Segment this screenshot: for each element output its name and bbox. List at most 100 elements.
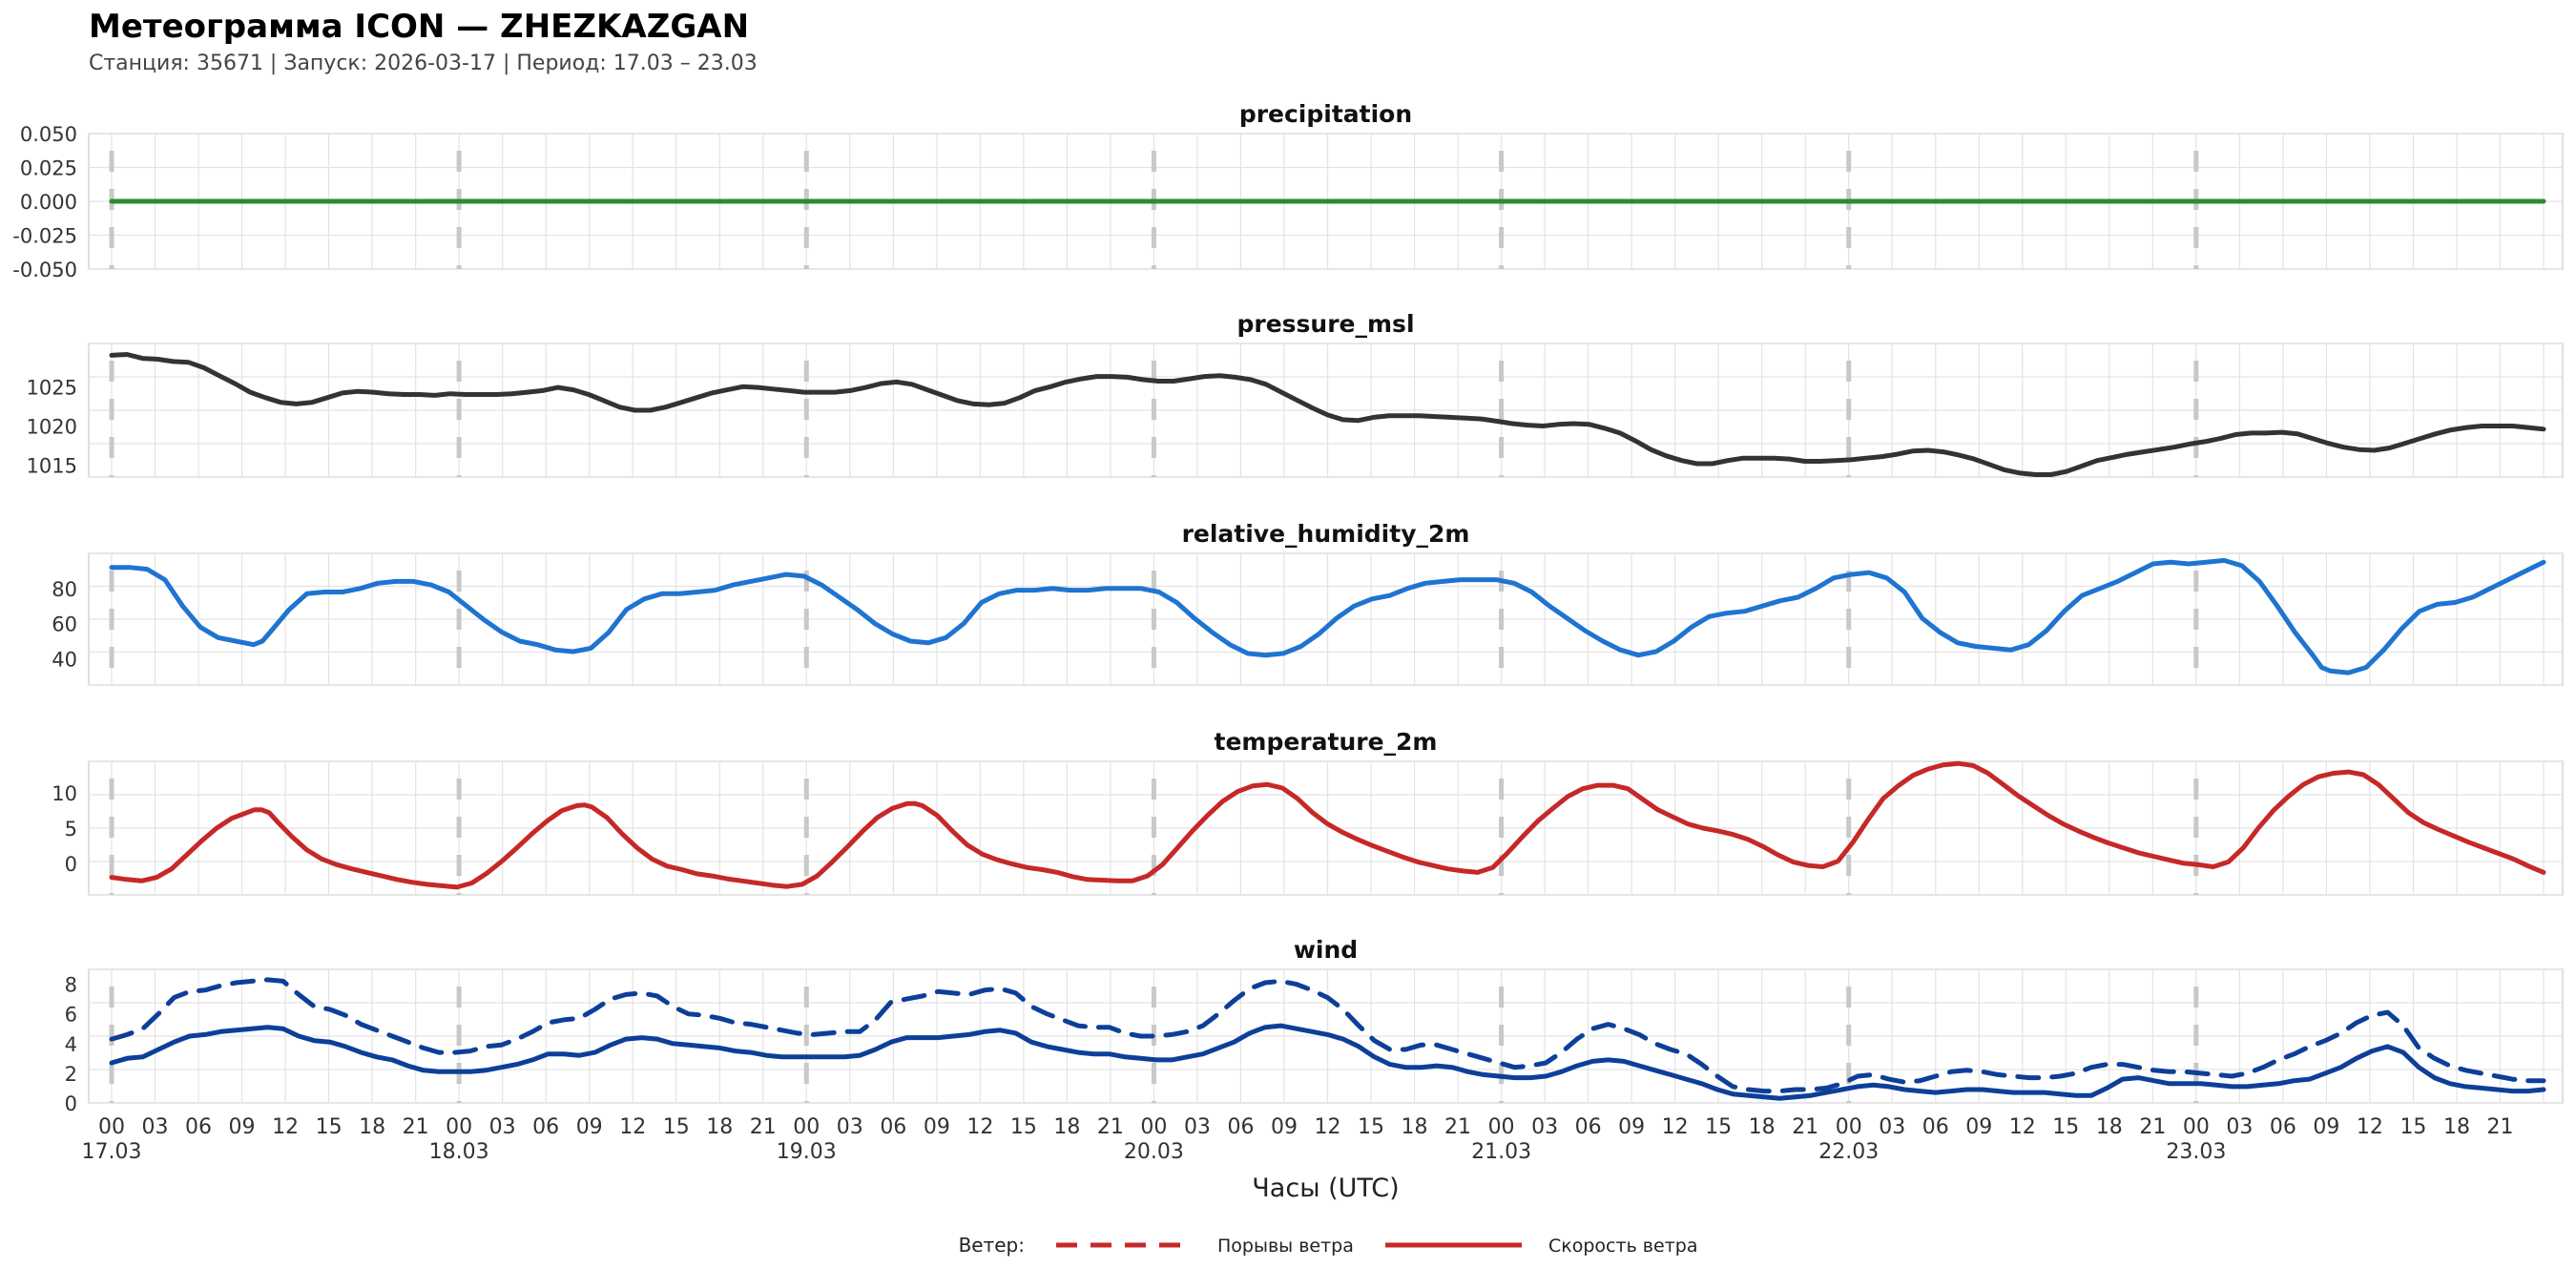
- x-tick-label: 06: [2270, 1115, 2296, 1139]
- x-date-label: 21.03: [1471, 1140, 1531, 1164]
- panel-title: temperature_2m: [1215, 728, 1438, 756]
- x-tick-label: 06: [185, 1115, 212, 1139]
- x-tick-label: 12: [1315, 1115, 1341, 1139]
- page-subtitle: Станция: 35671 | Запуск: 2026-03-17 | Пе…: [89, 52, 758, 75]
- x-tick-label: 09: [1965, 1115, 1992, 1139]
- x-tick-label: 12: [619, 1115, 646, 1139]
- pressure-line: [109, 352, 2546, 477]
- x-tick-label: 09: [1271, 1115, 1298, 1139]
- x-tick-label: 00: [1836, 1115, 1862, 1139]
- x-tick-label: 18: [2096, 1115, 2123, 1139]
- y-tick-label: 0: [65, 853, 77, 876]
- x-tick-label: 18: [359, 1115, 385, 1139]
- x-tick-label: 12: [966, 1115, 993, 1139]
- y-tick-label: 1020: [27, 415, 77, 438]
- x-tick-label: 00: [793, 1115, 820, 1139]
- x-tick-label: 06: [532, 1115, 559, 1139]
- y-tick-label: -0.050: [12, 259, 77, 281]
- x-date-label: 18.03: [429, 1140, 489, 1164]
- x-tick-label: 15: [1010, 1115, 1037, 1139]
- x-date-label: 17.03: [82, 1140, 142, 1164]
- x-tick-label: 06: [1227, 1115, 1254, 1139]
- x-tick-label: 18: [1402, 1115, 1428, 1139]
- x-tick-label: 09: [2313, 1115, 2339, 1139]
- x-tick-label: 15: [663, 1115, 690, 1139]
- x-tick-label: 21: [1792, 1115, 1818, 1139]
- y-tick-label: 0: [65, 1092, 77, 1115]
- x-tick-label: 03: [837, 1115, 863, 1139]
- humidity-line: [109, 557, 2546, 675]
- legend-speed-label: Скорость ветра: [1548, 1236, 1697, 1257]
- x-tick-label: 06: [1922, 1115, 1949, 1139]
- y-tick-label: 1015: [27, 455, 77, 478]
- x-tick-label: 09: [1618, 1115, 1645, 1139]
- x-tick-label: 21: [1097, 1115, 1124, 1139]
- x-date-label: 20.03: [1124, 1140, 1184, 1164]
- wind-line: [109, 1023, 2546, 1101]
- y-tick-label: 8: [65, 974, 77, 997]
- x-tick-label: 09: [924, 1115, 950, 1139]
- x-tick-label: 15: [2052, 1115, 2079, 1139]
- x-tick-label: 00: [1488, 1115, 1515, 1139]
- x-tick-label: 12: [2009, 1115, 2036, 1139]
- x-date-label: 19.03: [777, 1140, 837, 1164]
- panel-title: pressure_msl: [1236, 310, 1414, 338]
- x-tick-label: 15: [2399, 1115, 2426, 1139]
- x-tick-label: 09: [229, 1115, 256, 1139]
- x-tick-label: 21: [2139, 1115, 2166, 1139]
- x-tick-label: 06: [1575, 1115, 1602, 1139]
- x-tick-label: 03: [2226, 1115, 2253, 1139]
- x-tick-label: 21: [750, 1115, 777, 1139]
- x-tick-label: 12: [272, 1115, 299, 1139]
- x-date-label: 23.03: [2166, 1140, 2226, 1164]
- x-date-label: 22.03: [1818, 1140, 1879, 1164]
- x-tick-label: 00: [98, 1115, 125, 1139]
- x-tick-label: 12: [1662, 1115, 1689, 1139]
- y-tick-label: 0.000: [20, 191, 77, 214]
- x-tick-label: 21: [2486, 1115, 2513, 1139]
- y-tick-label: 4: [65, 1033, 77, 1056]
- x-tick-label: 12: [2357, 1115, 2383, 1139]
- y-tick-label: 0.025: [20, 157, 77, 180]
- x-tick-label: 21: [1444, 1115, 1471, 1139]
- y-tick-label: 40: [52, 648, 77, 671]
- x-tick-label: 00: [446, 1115, 472, 1139]
- x-tick-label: 15: [1358, 1115, 1384, 1139]
- x-tick-label: 15: [1705, 1115, 1732, 1139]
- y-tick-label: 1025: [27, 376, 77, 399]
- y-tick-label: 60: [52, 613, 77, 636]
- x-tick-label: 03: [142, 1115, 169, 1139]
- x-tick-label: 09: [576, 1115, 603, 1139]
- wind-gust-line: [109, 977, 2546, 1094]
- x-tick-label: 18: [1053, 1115, 1080, 1139]
- x-tick-label: 21: [403, 1115, 429, 1139]
- y-tick-label: 0.050: [20, 123, 77, 146]
- temperature-line: [109, 760, 2546, 890]
- panel-title: relative_humidity_2m: [1182, 520, 1470, 548]
- y-tick-label: 80: [52, 578, 77, 601]
- x-tick-label: 03: [1879, 1115, 1905, 1139]
- x-tick-label: 18: [1749, 1115, 1776, 1139]
- x-tick-label: 03: [489, 1115, 516, 1139]
- x-tick-label: 18: [706, 1115, 733, 1139]
- y-tick-label: 6: [65, 1004, 77, 1027]
- panel-title: precipitation: [1239, 100, 1412, 128]
- x-tick-label: 00: [2183, 1115, 2210, 1139]
- x-tick-label: 18: [2443, 1115, 2470, 1139]
- y-tick-label: 5: [65, 818, 77, 841]
- x-tick-label: 03: [1531, 1115, 1558, 1139]
- page-title: Метеограмма ICON — ZHEZKAZGAN: [89, 8, 750, 46]
- y-tick-label: 2: [65, 1063, 77, 1086]
- y-tick-label: -0.025: [12, 225, 77, 248]
- y-tick-label: 10: [52, 782, 77, 805]
- panel-title: wind: [1294, 936, 1358, 964]
- legend-gust-label: Порывы ветра: [1217, 1236, 1354, 1257]
- legend-title: Ветер:: [959, 1234, 1025, 1257]
- x-tick-label: 06: [880, 1115, 906, 1139]
- x-tick-label: 15: [316, 1115, 343, 1139]
- x-axis-label: Часы (UTC): [1252, 1174, 1399, 1203]
- x-tick-label: 03: [1184, 1115, 1211, 1139]
- x-tick-label: 00: [1140, 1115, 1167, 1139]
